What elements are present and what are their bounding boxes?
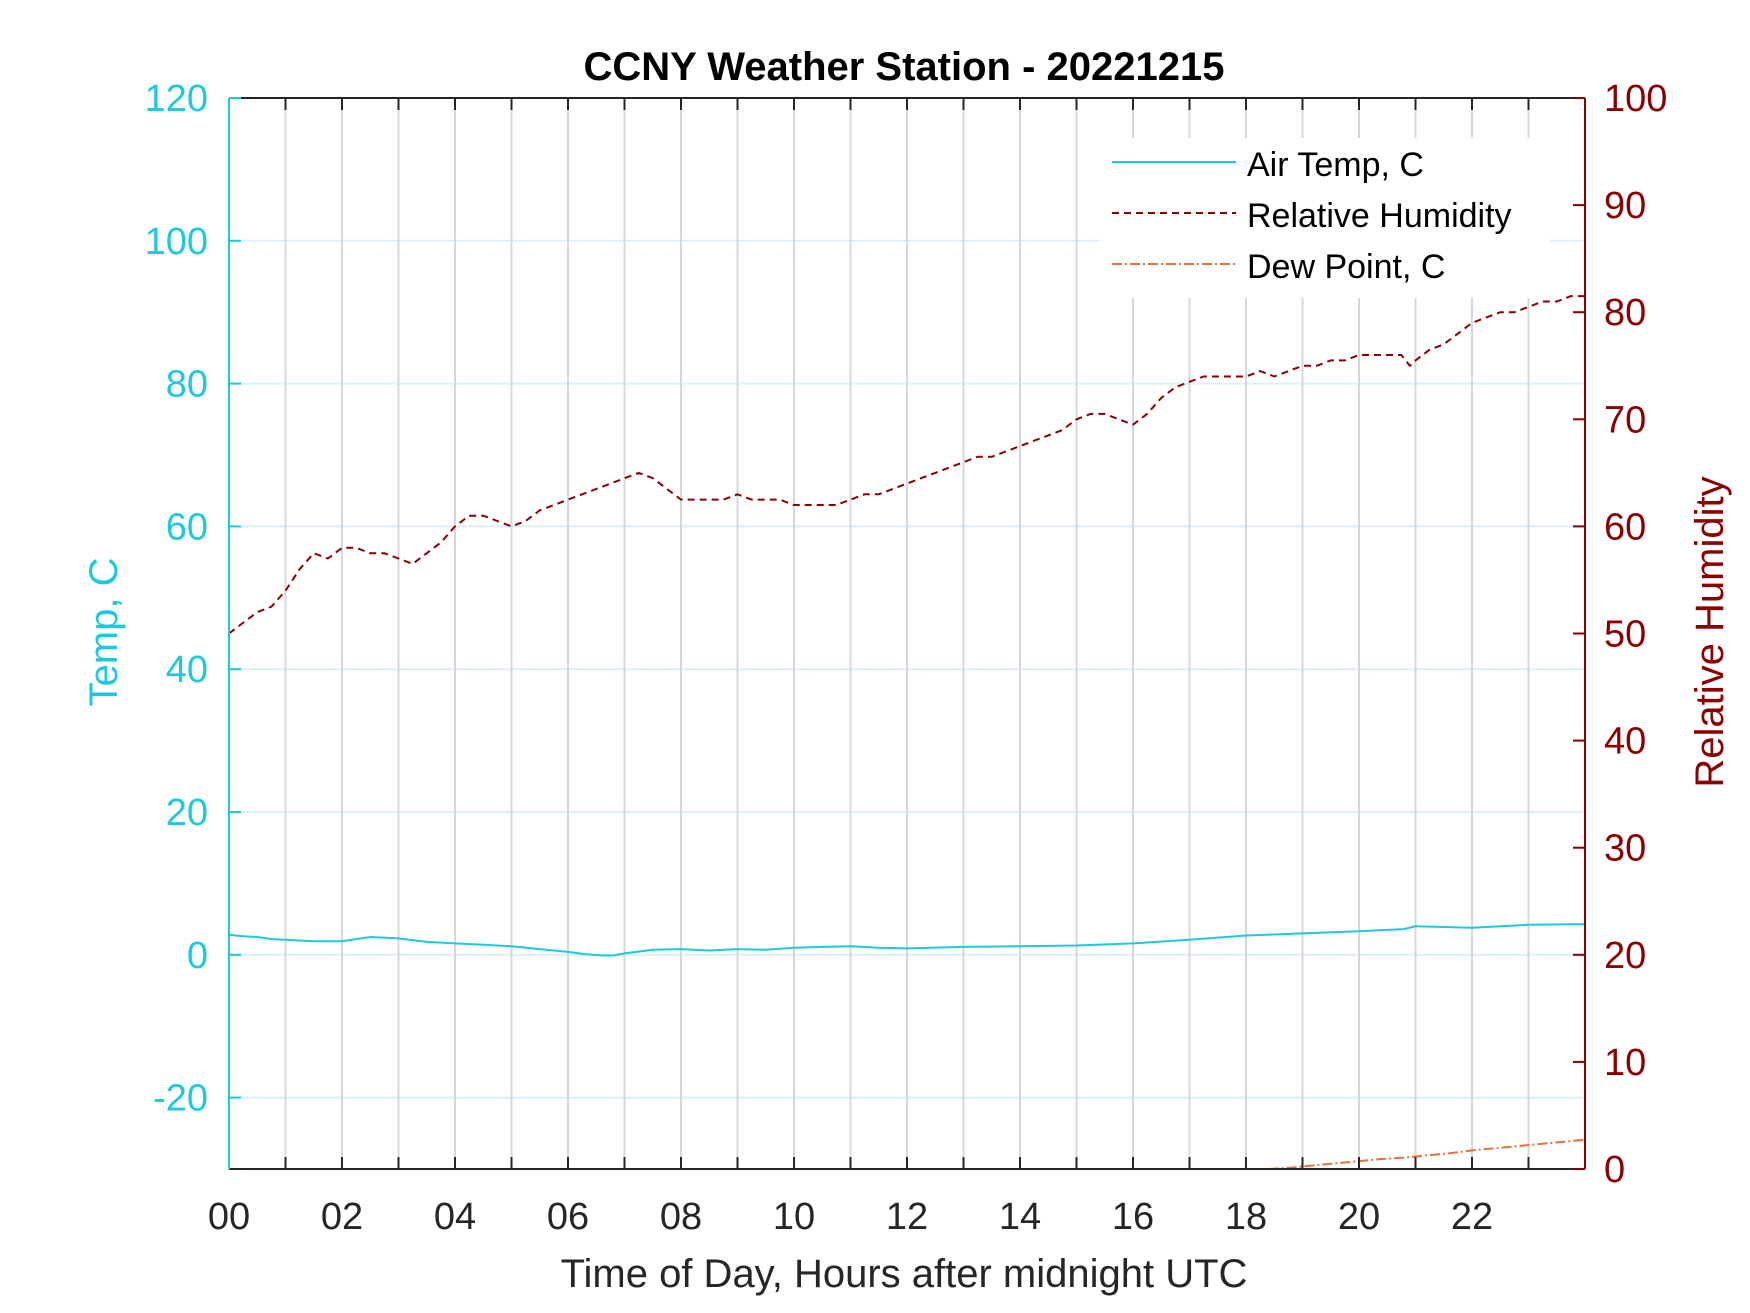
y-left-tick-label: 60 — [166, 506, 208, 548]
y-right-tick-label: 20 — [1604, 935, 1646, 977]
series-line-air-temp-c — [228, 923, 1586, 957]
x-tick-label: 00 — [208, 1196, 250, 1238]
series-line-relative-humidity — [228, 295, 1585, 635]
x-tick-label: 12 — [886, 1196, 928, 1238]
x-tick-label: 08 — [660, 1196, 702, 1238]
y-left-tick-label: 40 — [166, 649, 208, 691]
y-left-tick-label: -20 — [153, 1078, 208, 1120]
y-left-tick-label: 0 — [187, 935, 208, 977]
chart-title: CCNY Weather Station - 20221215 — [584, 45, 1225, 89]
legend-box — [1100, 138, 1550, 298]
x-tick-label: 22 — [1451, 1196, 1493, 1238]
x-tick-label: 02 — [321, 1196, 363, 1238]
x-tick-label: 06 — [547, 1196, 589, 1238]
legend-label-relative-humidity: Relative Humidity — [1247, 197, 1512, 235]
series-line-dew-point-c — [1268, 1138, 1586, 1170]
y-right-tick-label: 30 — [1604, 828, 1646, 870]
y-right-tick-label: 80 — [1604, 292, 1646, 334]
y-left-tick-label: 80 — [166, 364, 208, 406]
tick-labels: 00 02 04 06 08 10 12 14 16 18 20 22-200204060801001… — [145, 78, 1668, 1238]
grid — [229, 97, 1585, 1169]
y-right-tick-label: 0 — [1604, 1149, 1625, 1191]
y-right-tick-label: 50 — [1604, 614, 1646, 656]
x-tick-label: 18 — [1225, 1196, 1267, 1238]
x-axis-label: Time of Day, Hours after midnight UTC — [561, 1252, 1248, 1296]
x-tick-label: 14 — [999, 1196, 1041, 1238]
x-tick-label: 16 — [1112, 1196, 1154, 1238]
y-left-tick-label: 120 — [145, 78, 208, 120]
y-left-tick-label: 100 — [145, 221, 208, 263]
y-right-tick-label: 100 — [1604, 78, 1667, 120]
legend: Air Temp, C Relative Humidity Dew Point,… — [1100, 138, 1550, 298]
y-right-tick-label: 70 — [1604, 399, 1646, 441]
y-right-tick-label: 90 — [1604, 185, 1646, 227]
x-tick-label: 10 — [773, 1196, 815, 1238]
y-axis-left-label: Temp, C — [82, 558, 126, 707]
y-right-tick-label: 40 — [1604, 721, 1646, 763]
y-axis-right-label: Relative Humidity — [1688, 476, 1732, 787]
legend-label-air-temp: Air Temp, C — [1247, 146, 1424, 184]
y-right-tick-label: 10 — [1604, 1042, 1646, 1084]
y-left-tick-label: 20 — [166, 792, 208, 834]
series-group — [228, 295, 1586, 1170]
y-right-tick-label: 60 — [1604, 506, 1646, 548]
x-tick-label: 20 — [1338, 1196, 1380, 1238]
axes — [228, 97, 1586, 1170]
x-tick-label: 04 — [434, 1196, 476, 1238]
legend-label-dew-point: Dew Point, C — [1247, 248, 1445, 286]
